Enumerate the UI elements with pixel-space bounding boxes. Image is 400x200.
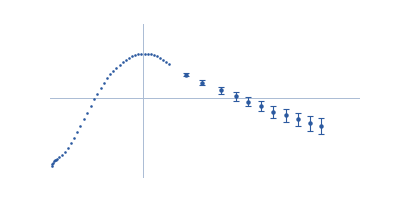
Point	[160, 58, 166, 61]
Point	[56, 156, 62, 159]
Point	[138, 52, 145, 55]
Point	[50, 161, 56, 164]
Point	[74, 131, 80, 134]
Point	[166, 62, 172, 66]
Point	[120, 61, 126, 64]
Point	[163, 60, 170, 63]
Point	[52, 159, 58, 162]
Point	[77, 124, 84, 128]
Point	[88, 104, 94, 107]
Point	[154, 55, 160, 58]
Point	[104, 77, 110, 80]
Point	[151, 54, 157, 57]
Point	[84, 111, 90, 114]
Point	[49, 163, 56, 166]
Point	[81, 117, 87, 120]
Point	[58, 153, 65, 156]
Point	[100, 81, 107, 84]
Point	[54, 157, 60, 160]
Point	[48, 164, 55, 167]
Point	[113, 66, 119, 69]
Point	[65, 146, 71, 150]
Point	[97, 86, 104, 90]
Point	[129, 55, 135, 58]
Point	[148, 53, 154, 56]
Point	[116, 63, 123, 66]
Point	[107, 73, 113, 76]
Point	[144, 52, 151, 55]
Point	[123, 58, 129, 61]
Point	[141, 52, 148, 55]
Point	[94, 92, 101, 95]
Point	[135, 53, 142, 56]
Point	[68, 142, 74, 145]
Point	[53, 158, 59, 161]
Point	[157, 56, 163, 59]
Point	[126, 56, 132, 59]
Point	[62, 150, 68, 153]
Point	[110, 69, 116, 72]
Point	[51, 159, 57, 163]
Point	[91, 98, 98, 101]
Point	[71, 136, 77, 140]
Point	[132, 54, 138, 57]
